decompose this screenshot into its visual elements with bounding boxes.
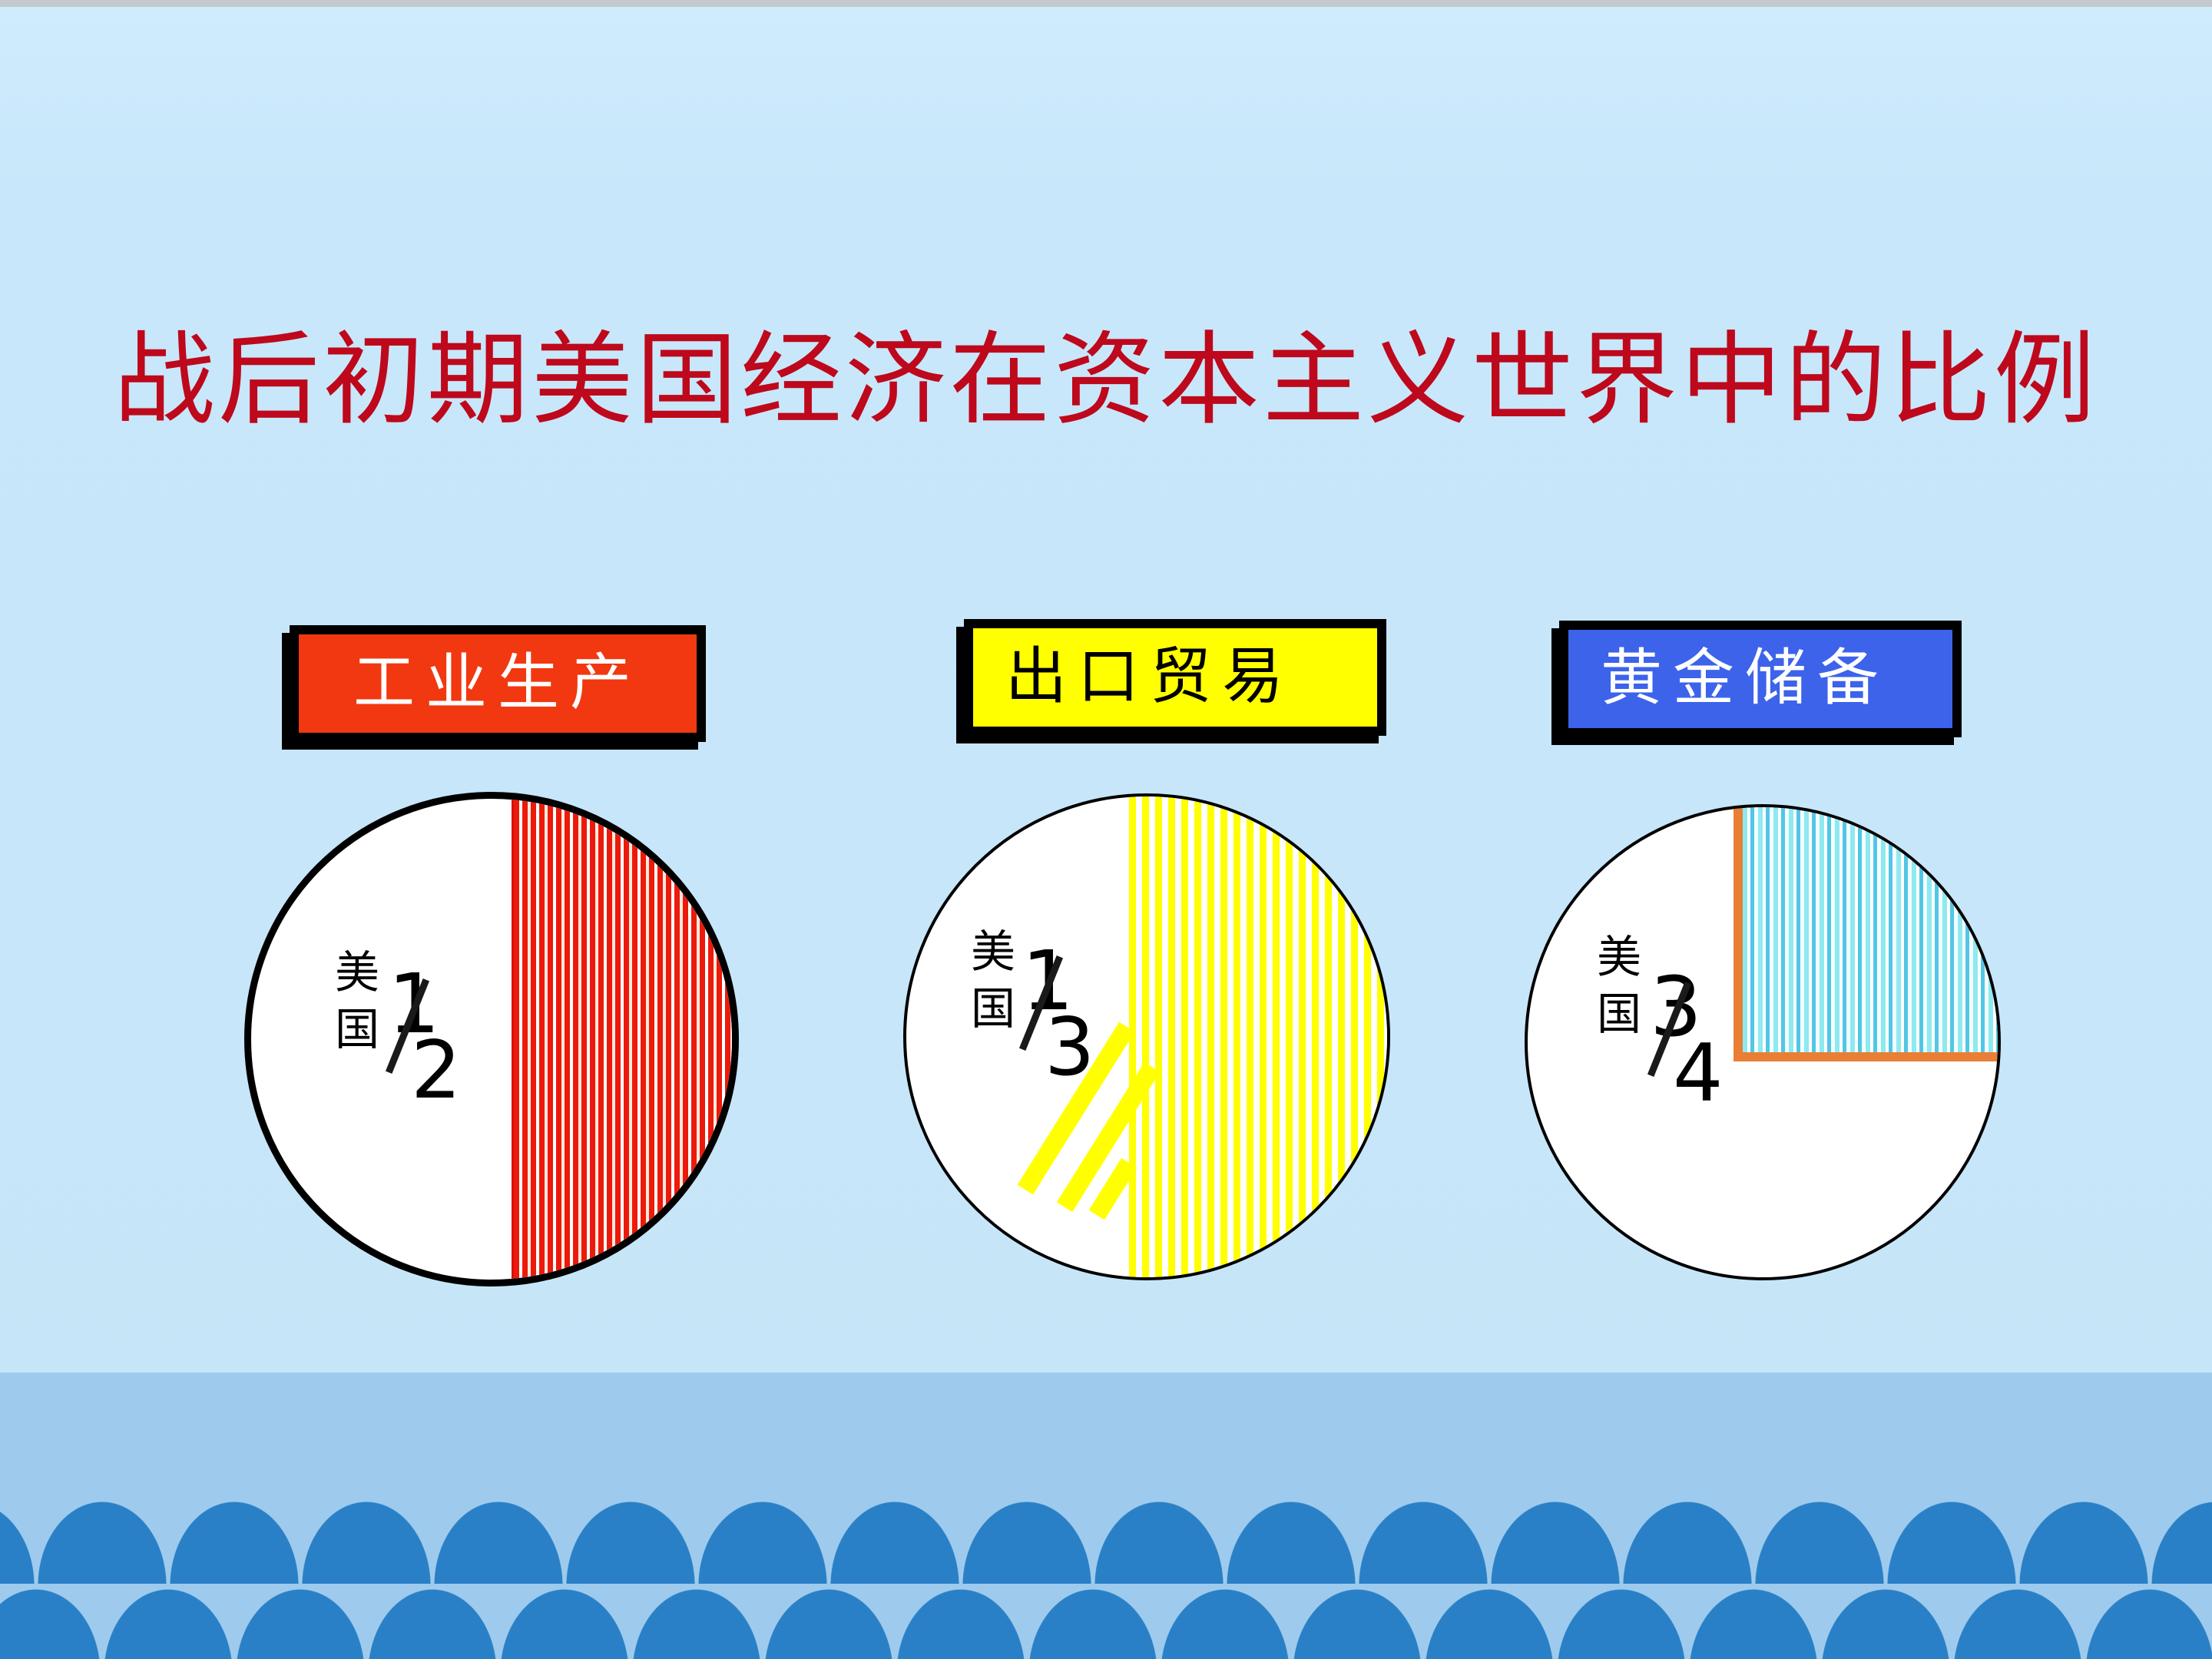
pie-gold-reserves: 美国 3 4 xyxy=(1525,804,2001,1280)
pie-gold-hatched-slice xyxy=(1734,807,1998,1061)
wave-scallop-row xyxy=(0,1502,2212,1584)
label-export-trade: 出口贸易 xyxy=(1005,644,1294,711)
pie-export-trade: 美国 1 3 xyxy=(903,793,1390,1280)
pie-gold-fraction: 3 4 xyxy=(1647,967,1757,1114)
wave-scallop-row xyxy=(0,1589,2212,1659)
top-edge-strip xyxy=(0,0,2212,7)
pie-industrial-country-label: 美国 xyxy=(334,948,379,1055)
fraction-denominator: 4 xyxy=(1673,1028,1724,1120)
pie-export-country-label: 美国 xyxy=(970,927,1015,1034)
pie-industrial-hatched-slice xyxy=(512,799,732,1280)
label-box-industrial-production: 工业生产 xyxy=(290,625,706,742)
pie-industrial-production: 美国 1 2 xyxy=(244,792,739,1286)
fraction-denominator: 2 xyxy=(411,1025,462,1117)
label-box-gold-reserves: 黄金储备 xyxy=(1559,621,1962,737)
label-box-export-trade: 出口贸易 xyxy=(964,619,1386,736)
pie-export-hatched-slice xyxy=(1129,796,1387,1277)
label-gold-reserves: 黄金储备 xyxy=(1601,645,1889,713)
slide-title: 战后初期美国经济在资本主义世界中的比例 xyxy=(114,324,2098,437)
pie-industrial-fraction: 1 2 xyxy=(385,964,495,1111)
fraction-denominator: 3 xyxy=(1045,1002,1095,1094)
bottom-wave-band xyxy=(0,1373,2212,1659)
label-industrial-production: 工业生产 xyxy=(353,650,642,717)
pie-gold-country-label: 美国 xyxy=(1596,932,1641,1039)
pie-export-fraction: 1 3 xyxy=(1018,941,1129,1088)
